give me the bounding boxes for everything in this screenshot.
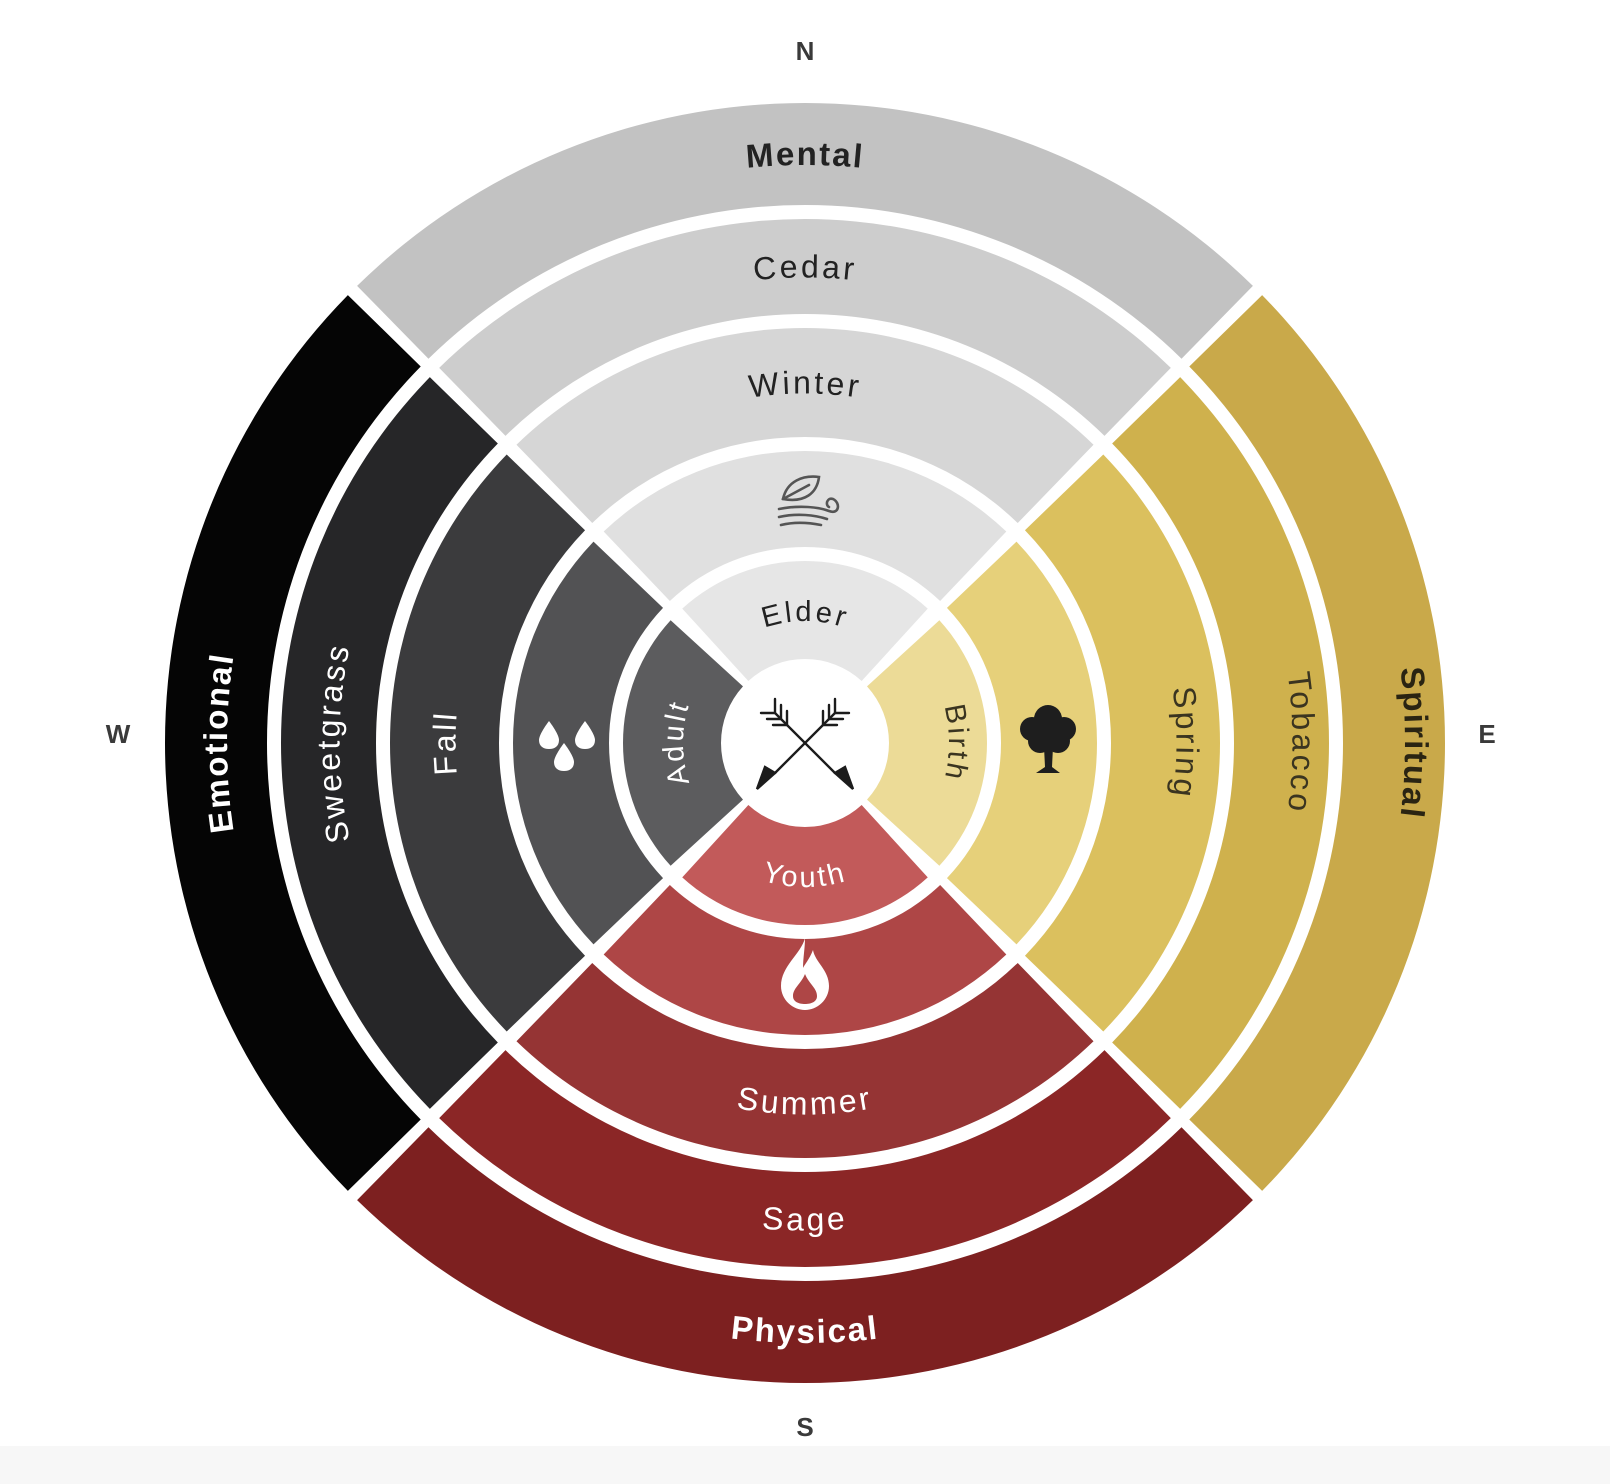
east-aspects-label: Spiritual — [1393, 665, 1435, 821]
tree-icon — [1020, 705, 1076, 773]
south-life_stages-sector — [682, 805, 928, 926]
north-medicines-sector — [439, 219, 1171, 436]
west-aspects-sector — [164, 295, 421, 1191]
south-aspects-text: Physical — [729, 1309, 878, 1350]
west-seasons-label: Fall — [426, 709, 463, 776]
east-medicines-label: Tobacco — [1281, 670, 1322, 817]
east-seasons-sector — [1024, 454, 1220, 1032]
east-elements-sector — [946, 541, 1097, 945]
west-aspects-label: Emotional — [197, 650, 241, 835]
north-aspects-sector — [357, 102, 1253, 359]
north-medicines-text: Cedar — [752, 248, 856, 287]
west-medicines-label: Sweetgrass — [310, 640, 356, 847]
east-life_stages-sector — [867, 620, 987, 866]
bottom-strip — [0, 1446, 1610, 1484]
wheel-sectors — [164, 102, 1445, 1384]
south-medicines-sector — [439, 1050, 1171, 1268]
south-aspects-label: Physical — [729, 1309, 880, 1350]
east-medicines-text: Tobacco — [1281, 670, 1319, 817]
north-medicines-label: Cedar — [752, 248, 859, 287]
south-life_stages-text: Youth — [760, 856, 847, 894]
south-life_stages-label: Youth — [760, 856, 850, 894]
south-medicines-label: Sage — [761, 1200, 849, 1238]
wind-leaf-icon — [777, 475, 840, 527]
north-elements-sector — [603, 451, 1007, 602]
water-drops-icon — [539, 721, 595, 771]
east-life_stages-label: Birth — [938, 701, 974, 784]
north-life_stages-sector — [682, 560, 928, 681]
south-elements-sector — [603, 884, 1007, 1035]
fire-icon — [781, 938, 829, 1010]
north-seasons-label: Winter — [747, 364, 864, 404]
south-seasons-label: Summer — [735, 1079, 876, 1121]
west-aspects-text: Emotional — [197, 650, 239, 835]
west-seasons-sector — [390, 454, 586, 1032]
crossed-arrows-icon — [755, 697, 855, 790]
west-seasons-text: Fall — [426, 709, 460, 776]
west-life_stages-sector — [623, 620, 743, 866]
east-medicines-sector — [1112, 377, 1329, 1109]
south-medicines-text: Sage — [761, 1200, 846, 1238]
west-medicines-sector — [281, 377, 498, 1109]
east-seasons-label: Spring — [1166, 685, 1206, 802]
compass-east: E — [1478, 719, 1495, 749]
south-aspects-sector — [357, 1127, 1253, 1384]
wheel-labels: Mental Spiritual Physical Emotional Cedar Tob… — [197, 135, 1435, 1350]
south-seasons-sector — [516, 962, 1094, 1158]
compass-south: S — [796, 1412, 813, 1442]
north-aspects-label: Mental — [745, 135, 866, 175]
north-seasons-text: Winter — [747, 364, 861, 404]
compass-west: W — [106, 719, 131, 749]
compass-north: N — [796, 36, 815, 66]
north-aspects-text: Mental — [745, 135, 864, 175]
east-aspects-sector — [1189, 295, 1445, 1191]
south-seasons-text: Summer — [735, 1079, 873, 1121]
north-seasons-sector — [516, 328, 1094, 524]
east-life_stages-text: Birth — [938, 701, 971, 784]
east-aspects-text: Spiritual — [1393, 665, 1433, 821]
west-medicines-text: Sweetgrass — [310, 640, 353, 847]
east-seasons-text: Spring — [1166, 685, 1203, 802]
